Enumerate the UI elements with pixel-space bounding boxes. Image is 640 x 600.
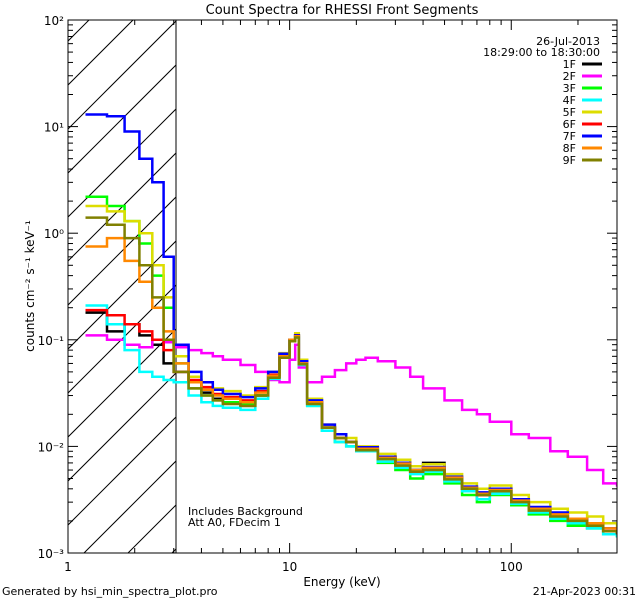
hatch-line [68,20,90,42]
chart-title: Count Spectra for RHESSI Front Segments [206,3,479,18]
y-tick-label: 10⁻² [38,440,65,454]
legend-label-7F: 7F [563,130,576,143]
hatch-line [68,416,176,526]
hatch-line [68,20,176,130]
series-line-2F [85,334,617,487]
note-attenuator: Att A0, FDecim 1 [188,516,281,529]
time-range-annotation: 18:29:00 to 18:30:00 [483,46,600,59]
hatch-line [68,372,176,482]
generated-by-footer: Generated by hsi_min_spectra_plot.pro [2,585,218,598]
y-tick-label: 10⁻¹ [38,334,65,348]
hatch-line [83,460,176,553]
series-layer [85,113,617,538]
legend-label-2F: 2F [563,70,576,83]
timestamp-footer: 21-Apr-2023 00:31 [533,585,636,598]
legend-label-5F: 5F [563,106,576,119]
hatch-line [68,196,176,306]
legend-label-9F: 9F [563,154,576,167]
legend-label-6F: 6F [563,118,576,131]
y-axis-label: counts cm⁻² s⁻¹ keV⁻¹ [23,220,37,352]
hatch-line [68,64,176,174]
y-tick-label: 10⁻³ [38,547,65,561]
x-tick-label: 1 [64,560,72,574]
legend-label-3F: 3F [563,82,576,95]
x-tick-label: 10 [282,560,297,574]
legend-label-1F: 1F [563,58,576,71]
series-line-3F [85,195,617,538]
hatch-line [260,0,640,553]
note-background: Includes Background [188,505,303,518]
y-tick-label: 10⁰ [44,227,64,241]
axis-ticks: 1 10 100 10⁻³ 10⁻² 10⁻¹ 10⁰ 10¹ 10² [38,14,618,574]
plot-frame [67,19,618,554]
hatch-line [524,0,640,553]
hatch-line [436,0,640,553]
hatch-line [68,108,176,218]
hatch-line [68,240,176,350]
series-line-8F [85,236,617,535]
x-axis-label: Energy (keV) [303,575,380,589]
legend-label-4F: 4F [563,94,576,107]
x-tick-label: 100 [500,560,523,574]
series-line-6F [85,308,617,535]
series-line-9F [85,216,617,535]
series-line-5F [85,204,617,529]
date-annotation: 26-Jul-2013 [536,35,600,48]
legend-label-8F: 8F [563,142,576,155]
hatch-line [68,152,176,262]
y-tick-label: 10² [44,14,64,28]
y-tick-label: 10¹ [44,121,64,135]
hatched-excluded-region [68,0,640,553]
